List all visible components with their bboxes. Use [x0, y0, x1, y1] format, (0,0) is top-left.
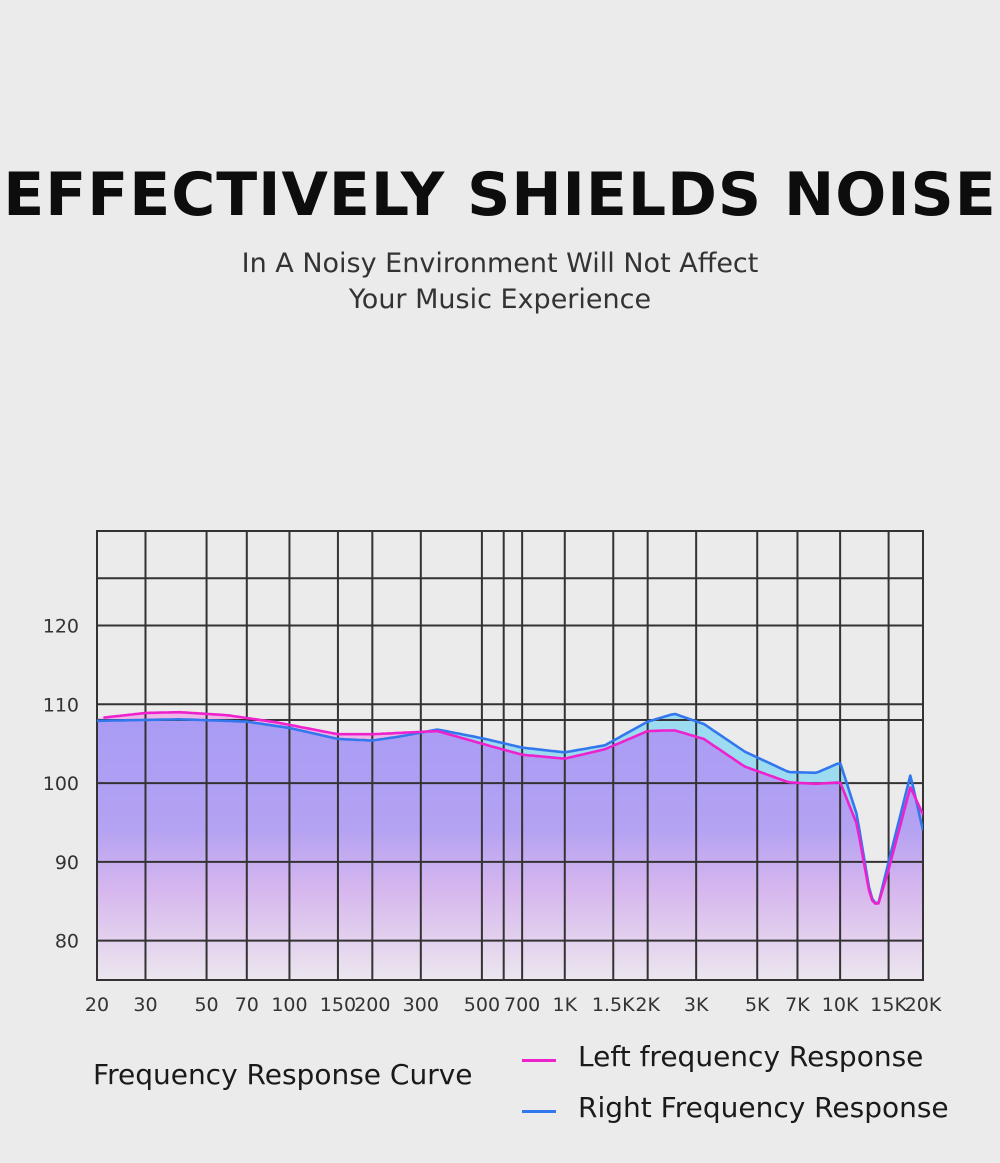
x-tick-label: 150: [320, 994, 356, 1016]
y-tick-label: 80: [55, 931, 79, 953]
x-tick-label: 200: [354, 994, 390, 1016]
legend-label-right: Right Frequency Response: [578, 1091, 949, 1124]
x-tick-label: 3K: [684, 994, 709, 1016]
x-tick-label: 500: [464, 994, 500, 1016]
x-tick-label: 70: [235, 994, 259, 1016]
x-tick-label: 2K: [635, 994, 660, 1016]
x-tick-label: 30: [133, 994, 157, 1016]
plot-frame: [96, 530, 924, 981]
y-tick-label: 120: [43, 616, 79, 638]
x-tick-label: 15K: [870, 994, 907, 1016]
x-tick-label: 1K: [553, 994, 578, 1016]
y-tick-label: 100: [43, 773, 79, 795]
x-tick-label: 300: [403, 994, 439, 1016]
x-tick-label: 7K: [785, 994, 810, 1016]
x-tick-label: 5K: [745, 994, 770, 1016]
legend-swatch-left: [522, 1059, 556, 1062]
response-area-fill: [97, 719, 923, 980]
x-tick-label: 1.5K: [592, 994, 635, 1016]
x-tick-label: 700: [504, 994, 540, 1016]
y-tick-label: 90: [55, 852, 79, 874]
subtitle-line-1: In A Noisy Environment Will Not Affect: [241, 248, 759, 279]
x-tick-label: 20: [85, 994, 109, 1016]
x-tick-label: 10K: [822, 994, 859, 1016]
x-tick-label: 50: [194, 994, 218, 1016]
headline: EFFECTIVELY SHIELDS NOISE: [3, 160, 997, 230]
x-tick-label: 100: [271, 994, 307, 1016]
subtitle-line-2: Your Music Experience: [348, 284, 652, 315]
x-tick-label: 20K: [905, 994, 942, 1016]
chart-caption: Frequency Response Curve: [93, 1058, 473, 1091]
legend-label-left: Left frequency Response: [578, 1040, 924, 1073]
y-tick-label: 110: [43, 694, 79, 716]
legend-swatch-right: [522, 1110, 556, 1113]
right-response-line: [97, 712, 923, 905]
left-response-line: [103, 710, 923, 905]
